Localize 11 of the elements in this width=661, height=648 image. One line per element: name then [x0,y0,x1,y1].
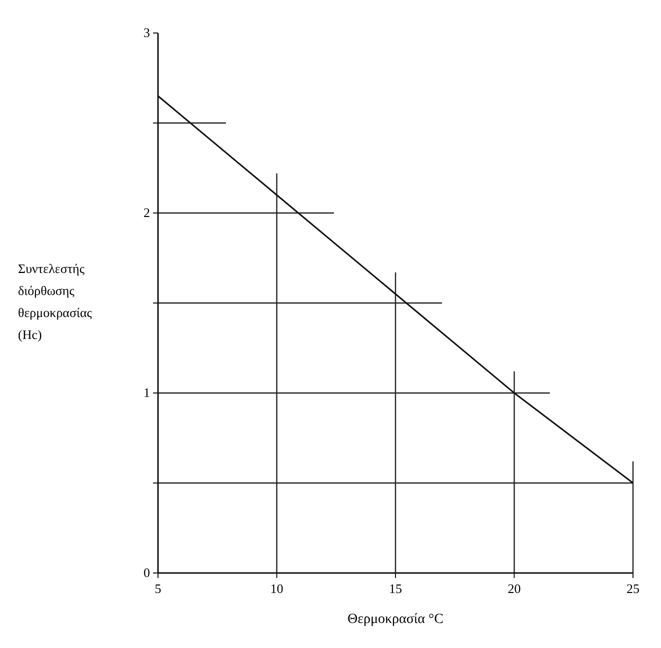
y-axis-title: Συντελεστής διόρθωσης θερμοκρασίας (Hc) [18,261,93,342]
x-tick-label: 15 [389,581,402,596]
y-tick-label: 0 [144,565,150,580]
x-tick-label: 20 [508,581,521,596]
x-tick-label: 10 [270,581,284,596]
x-axis-title: Θερμοκρασία °C [348,612,444,627]
y-tick-label: 1 [144,385,150,400]
y-tick-label: 3 [144,25,150,40]
y-tick-label: 2 [144,205,150,220]
x-tick-label: 25 [626,581,640,596]
x-tick-label: 5 [154,581,162,596]
